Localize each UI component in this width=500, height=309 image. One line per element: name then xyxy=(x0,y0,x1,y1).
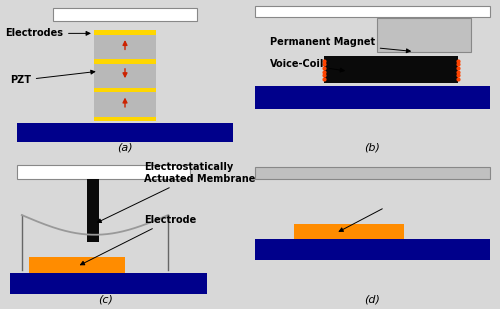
Bar xyxy=(94,88,156,92)
Bar xyxy=(86,179,99,242)
Bar xyxy=(324,56,458,83)
Bar xyxy=(94,35,156,59)
Bar xyxy=(94,64,156,88)
Bar xyxy=(53,8,197,21)
Text: Electrodes: Electrodes xyxy=(5,28,90,38)
Bar xyxy=(255,6,490,17)
Text: (a): (a) xyxy=(117,143,133,153)
Text: Electrostatically
Actuated Membrane: Electrostatically Actuated Membrane xyxy=(98,162,256,222)
Bar xyxy=(255,167,490,179)
Text: PZT: PZT xyxy=(10,70,95,85)
Bar xyxy=(255,239,490,260)
Text: Voice-Coil: Voice-Coil xyxy=(270,59,344,72)
Bar xyxy=(255,86,490,109)
Text: (b): (b) xyxy=(364,143,380,153)
Bar xyxy=(17,123,233,142)
Bar xyxy=(94,59,156,64)
Text: (c): (c) xyxy=(98,294,113,304)
Bar xyxy=(378,18,470,52)
Bar xyxy=(294,224,405,239)
Bar xyxy=(94,30,156,35)
Text: Permanent Magnet: Permanent Magnet xyxy=(270,37,410,53)
Text: (d): (d) xyxy=(364,294,380,304)
Bar xyxy=(94,92,156,116)
Bar xyxy=(29,257,125,273)
Bar xyxy=(17,165,190,179)
Bar xyxy=(94,116,156,121)
Bar xyxy=(10,273,206,294)
Text: Electrode: Electrode xyxy=(80,215,196,265)
